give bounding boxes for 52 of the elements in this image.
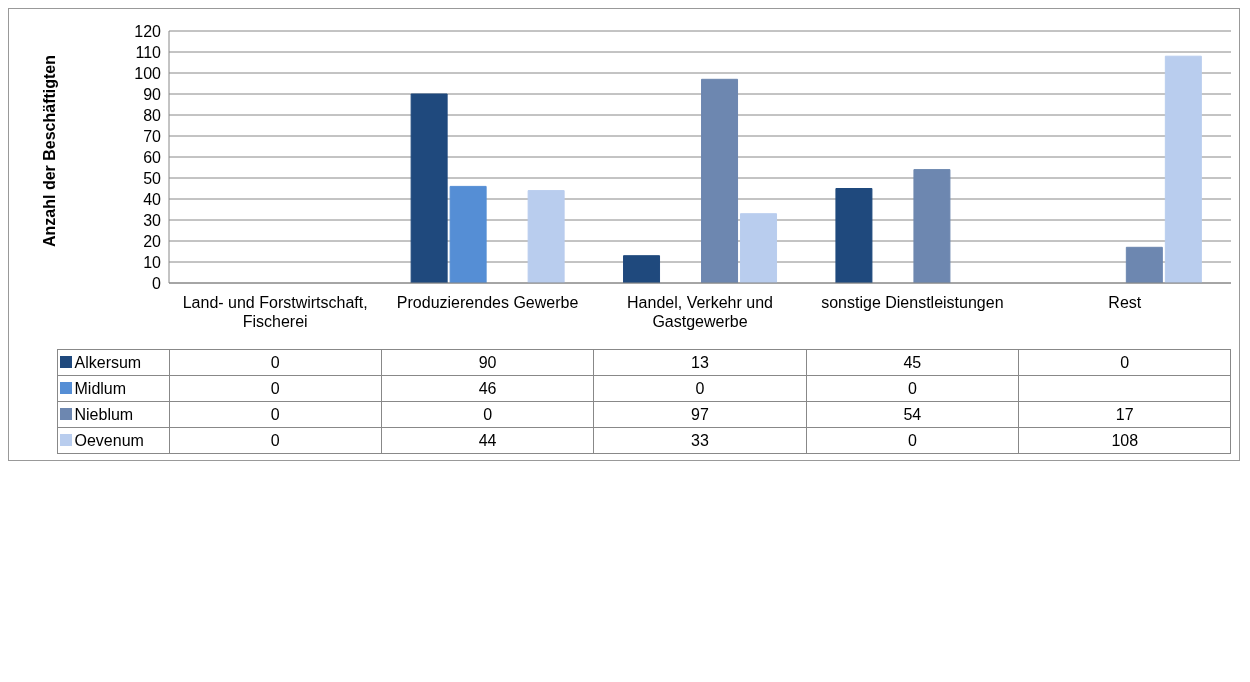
data-label: 0: [1018, 349, 1231, 376]
bar: [449, 185, 487, 283]
y-tick-label: 0: [152, 274, 162, 292]
y-tick-label: 50: [143, 169, 162, 187]
y-tick-label: 80: [143, 106, 162, 124]
data-label: 0: [169, 375, 382, 402]
y-tick-label: 110: [135, 43, 162, 61]
bar: [701, 78, 739, 283]
bar: [410, 93, 448, 283]
y-tick-label: 30: [143, 211, 162, 229]
y-axis-title: Anzahl der Beschäftigten: [40, 54, 58, 247]
data-label: 33: [593, 427, 807, 454]
y-tick-label: 40: [143, 190, 162, 208]
x-tick-label: Handel, Verkehr und Gastgewerbe: [626, 293, 774, 331]
data-label: 45: [806, 349, 1019, 376]
legend-label: Nieblum: [57, 401, 169, 428]
data-label: 0: [169, 401, 382, 428]
bar: [740, 213, 778, 283]
y-tick-label: 90: [143, 85, 162, 103]
y-tick-label: 70: [143, 127, 162, 145]
bar: [913, 169, 951, 283]
data-label: 90: [381, 349, 594, 376]
y-tick-label: 60: [143, 148, 162, 166]
legend-label: Alkersum: [57, 349, 169, 376]
data-label: 0: [593, 375, 807, 402]
legend-label: Oevenum: [57, 427, 169, 454]
data-label: 0: [169, 427, 382, 454]
data-label: 108: [1018, 427, 1231, 454]
y-tick-label: 10: [143, 253, 162, 271]
bar: [1125, 246, 1163, 283]
y-tick-label: 120: [134, 22, 162, 40]
data-label: 0: [169, 349, 382, 376]
bar: [527, 190, 565, 283]
bar: [1164, 55, 1202, 283]
x-tick-label: Produzierendes Gewerbe: [395, 293, 580, 312]
data-label: 54: [806, 401, 1019, 428]
data-label: 0: [381, 401, 594, 428]
data-label: 44: [381, 427, 594, 454]
data-label: 17: [1018, 401, 1231, 428]
data-label: 0: [806, 375, 1019, 402]
x-tick-label: sonstige Dienstleistungen: [820, 293, 1005, 312]
data-label: 97: [593, 401, 807, 428]
legend-label: Midlum: [57, 375, 169, 402]
data-label: 13: [593, 349, 807, 376]
data-label: 0: [806, 427, 1019, 454]
bar: [835, 188, 873, 283]
bar: [623, 255, 661, 283]
x-tick-label: Land- und Forstwirtschaft, Fischerei: [181, 293, 369, 331]
y-tick-label: 100: [134, 64, 162, 82]
y-tick-label: 20: [143, 232, 162, 250]
x-tick-label: Rest: [1107, 293, 1143, 312]
data-label: 46: [381, 375, 594, 402]
